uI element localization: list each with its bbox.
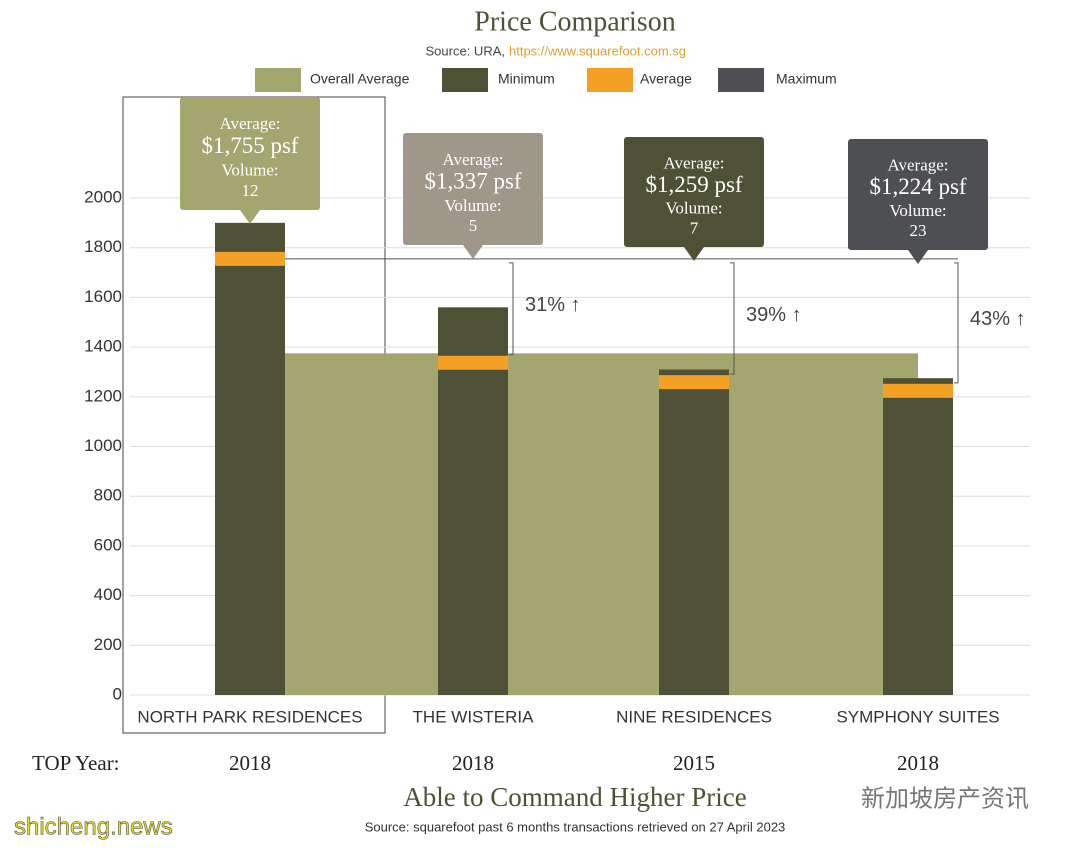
y-tick-label: 200 [94, 635, 122, 654]
callout-pointer [240, 210, 260, 224]
y-tick-label: 1800 [84, 237, 122, 256]
legend-label: Overall Average [310, 71, 410, 87]
callout-average: $1,755 psf [201, 133, 298, 158]
callout-average: $1,337 psf [424, 169, 521, 194]
callout-caption: Volume: [889, 201, 946, 220]
callout-caption: Average: [663, 153, 724, 172]
increase-label: 39% ↑ [746, 304, 802, 326]
callout-pointer [908, 250, 928, 264]
callout-volume: 23 [910, 221, 927, 240]
callout-caption: Volume: [665, 199, 722, 218]
callout-pointer [463, 245, 483, 259]
increase-label: 31% ↑ [525, 294, 581, 316]
source-link[interactable]: https://www.squarefoot.com.sg [509, 43, 686, 58]
y-tick-label: 1200 [84, 386, 122, 405]
x-tick-label: NINE RESIDENCES [616, 707, 772, 726]
increase-bracket [730, 262, 735, 375]
subtitle: Able to Command Higher Price [403, 782, 746, 812]
legend-label: Average [640, 71, 692, 87]
legend-swatch [442, 68, 488, 92]
y-tick-label: 400 [94, 585, 122, 604]
y-tick-label: 1000 [84, 436, 122, 455]
callout-caption: Average: [442, 150, 503, 169]
callout-caption: Average: [887, 156, 948, 175]
callout-box [624, 137, 764, 247]
x-tick-label: SYMPHONY SUITES [836, 707, 999, 726]
callout-box [403, 133, 543, 245]
bar [659, 369, 729, 695]
watermark: 新加坡房产资讯 [861, 785, 1029, 812]
y-tick-label: 600 [94, 535, 122, 554]
legend-label: Minimum [498, 71, 555, 87]
callout-volume: 5 [469, 216, 478, 235]
x-tick-label: NORTH PARK RESIDENCES [137, 707, 362, 726]
average-marker [438, 355, 508, 370]
callout-volume: 12 [242, 181, 259, 200]
x-tick-label: THE WISTERIA [413, 707, 535, 726]
y-tick-label: 800 [94, 486, 122, 505]
y-tick-label: 1400 [84, 337, 122, 356]
footer-source: Source: squarefoot past 6 months transac… [365, 819, 786, 834]
source: Source: URA, [426, 43, 505, 58]
top-year: 2018 [452, 751, 494, 775]
y-tick-label: 1600 [84, 287, 122, 306]
top-year: 2018 [229, 751, 271, 775]
top-year: 2018 [897, 751, 939, 775]
callout-caption: Volume: [444, 196, 501, 215]
callout-box [180, 97, 320, 210]
chart-title: Price Comparison [474, 6, 675, 37]
site: shicheng.news [14, 813, 173, 840]
legend-swatch [718, 68, 764, 92]
bar [215, 222, 285, 695]
bar [883, 378, 953, 695]
increase-bracket [954, 262, 959, 384]
average-marker [215, 251, 285, 266]
legend-swatch [255, 68, 301, 92]
y-tick-label: 2000 [84, 187, 122, 206]
callout-caption: Average: [219, 114, 280, 133]
overall-average [285, 353, 918, 695]
legend-label: Maximum [776, 71, 837, 87]
increase-bracket [509, 262, 514, 356]
top-year: 2015 [673, 751, 715, 775]
callout-average: $1,224 psf [869, 174, 966, 199]
callout-volume: 7 [690, 218, 699, 237]
y-tick-label: 0 [113, 684, 122, 703]
callout-average: $1,259 psf [645, 172, 742, 197]
callout-caption: Volume: [221, 160, 278, 179]
average-marker [883, 383, 953, 398]
bar [438, 307, 508, 695]
legend-swatch [587, 68, 633, 92]
increase-label: 43% ↑ [970, 308, 1026, 330]
callout-pointer [684, 247, 704, 261]
average-marker [659, 375, 729, 390]
callout-box [848, 139, 988, 250]
top-year-label: TOP Year: [32, 751, 120, 775]
